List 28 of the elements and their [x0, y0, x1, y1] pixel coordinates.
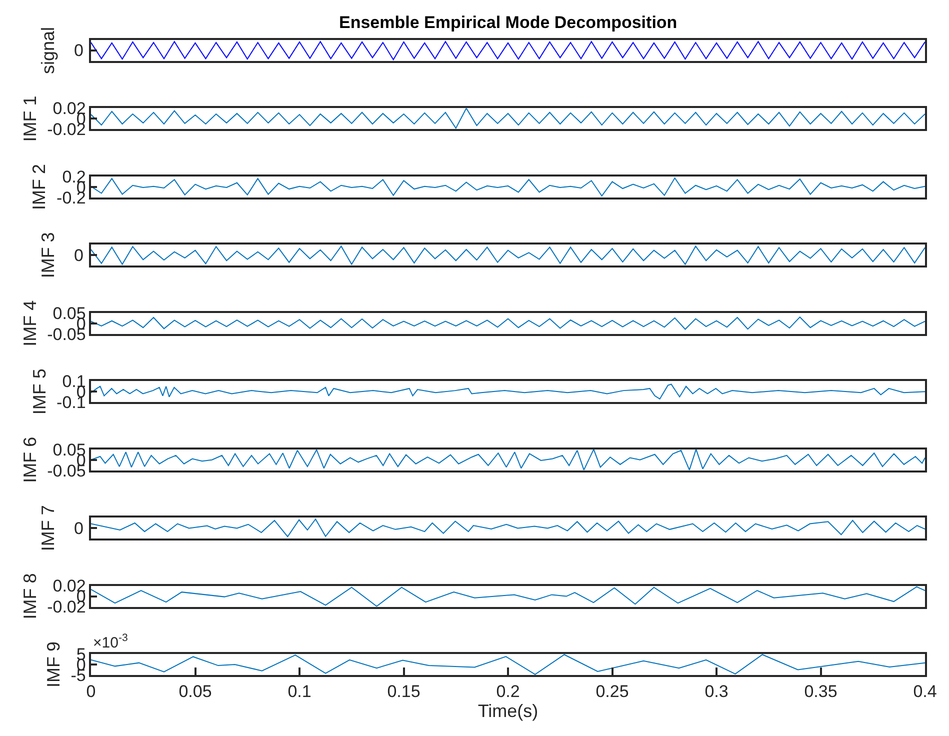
y-axis-title: IMF 7 — [38, 505, 58, 552]
x-axis-title: Time(s) — [478, 701, 538, 722]
y-axis-title: IMF 4 — [20, 300, 40, 346]
x-tick-label: 0.25 — [596, 682, 629, 702]
line-series — [91, 654, 925, 675]
x-tick-label: 0.4 — [913, 682, 937, 702]
x-tick-label: 0.35 — [804, 682, 838, 702]
y-axis-title: IMF 2 — [29, 164, 50, 210]
y-axis-title: IMF 8 — [20, 573, 40, 620]
x-tick-label: 0.3 — [704, 682, 728, 702]
x-tick-label: 0.2 — [496, 682, 520, 702]
x-tick-label: 0.05 — [178, 682, 212, 702]
text: ×10$^{-3}$ — [93, 632, 128, 652]
y-axis-title: IMF 5 — [29, 368, 50, 415]
x-tick-label: 0.1 — [288, 682, 312, 702]
y-axis-title: IMF 1 — [20, 96, 40, 142]
line-series — [91, 449, 925, 470]
line-series — [91, 586, 925, 607]
chart-title: Ensemble Empirical Mode Decomposition — [339, 13, 678, 32]
y-axis-title: signal — [38, 26, 58, 74]
y-axis-title: IMF 6 — [20, 436, 40, 483]
line-series — [91, 316, 925, 330]
y-axis-title: IMF 3 — [38, 232, 58, 278]
line-series — [91, 384, 925, 400]
x-tick-label: 0.15 — [387, 682, 420, 702]
line-series — [91, 178, 925, 196]
line-series — [91, 108, 925, 129]
y-axis-title: IMF 9 — [43, 641, 64, 688]
